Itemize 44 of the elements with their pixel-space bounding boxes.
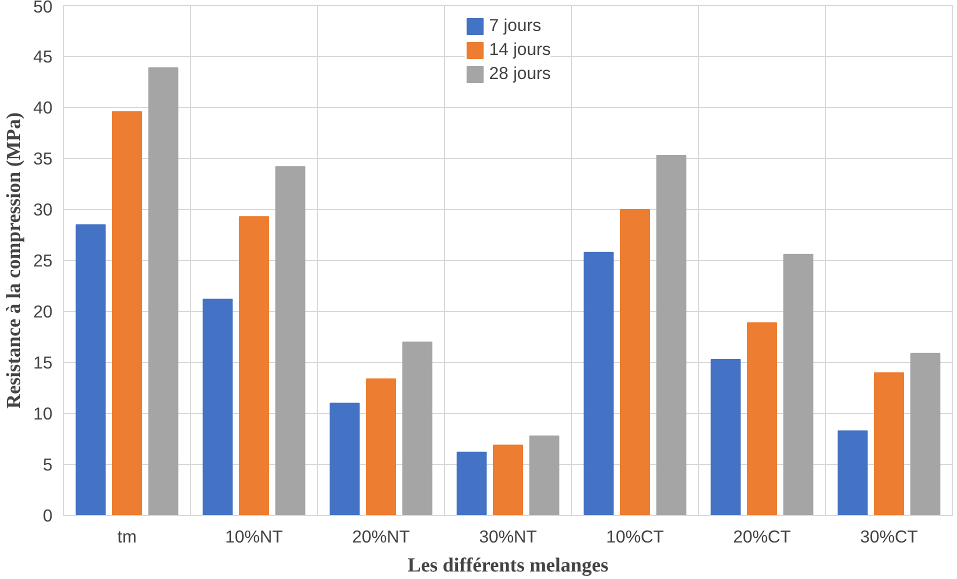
y-tick-label: 50 bbox=[33, 0, 53, 16]
bar bbox=[366, 378, 396, 516]
x-tick-label: 20%CT bbox=[733, 526, 792, 546]
x-axis-title: Les différents melanges bbox=[408, 554, 609, 576]
bar bbox=[275, 166, 306, 516]
bar bbox=[148, 67, 178, 516]
bar bbox=[838, 430, 868, 516]
legend-label: 28 jours bbox=[489, 63, 551, 84]
y-tick-label: 0 bbox=[42, 506, 53, 526]
y-tick-label: 45 bbox=[33, 46, 53, 66]
x-tick-label: 10%CT bbox=[606, 526, 664, 546]
bar bbox=[783, 254, 814, 516]
legend-label: 7 jours bbox=[489, 15, 542, 36]
x-tick-label: 30%CT bbox=[860, 526, 918, 546]
y-tick-label: 20 bbox=[33, 302, 53, 322]
legend-label: 14 jours bbox=[489, 39, 551, 60]
bar bbox=[402, 342, 432, 516]
bar bbox=[112, 111, 142, 516]
x-tick-label: tm bbox=[117, 526, 137, 546]
bar bbox=[529, 435, 560, 516]
y-tick-label: 25 bbox=[33, 250, 53, 270]
bar bbox=[330, 402, 360, 516]
y-tick-label: 15 bbox=[33, 352, 53, 372]
x-tick-label: 10%NT bbox=[225, 526, 284, 546]
bar bbox=[620, 209, 650, 516]
bar bbox=[656, 154, 686, 516]
x-tick-label: 20%NT bbox=[352, 526, 410, 546]
bar bbox=[456, 452, 487, 516]
bar bbox=[492, 444, 524, 516]
bar bbox=[584, 252, 614, 516]
x-tick-label: 30%NT bbox=[479, 526, 538, 546]
y-tick-label: 5 bbox=[42, 454, 53, 474]
bar bbox=[746, 322, 778, 516]
bar bbox=[874, 372, 904, 516]
bar bbox=[910, 352, 940, 516]
y-tick-label: 35 bbox=[33, 148, 53, 168]
y-axis-title: Resistance à la compression (MPa) bbox=[3, 112, 26, 409]
y-tick-label: 10 bbox=[33, 404, 53, 424]
bar bbox=[76, 224, 106, 516]
y-tick-label: 40 bbox=[33, 98, 53, 118]
y-tick-label: 30 bbox=[33, 200, 53, 220]
bar bbox=[710, 358, 741, 516]
bar bbox=[202, 298, 233, 516]
bar bbox=[238, 216, 270, 516]
